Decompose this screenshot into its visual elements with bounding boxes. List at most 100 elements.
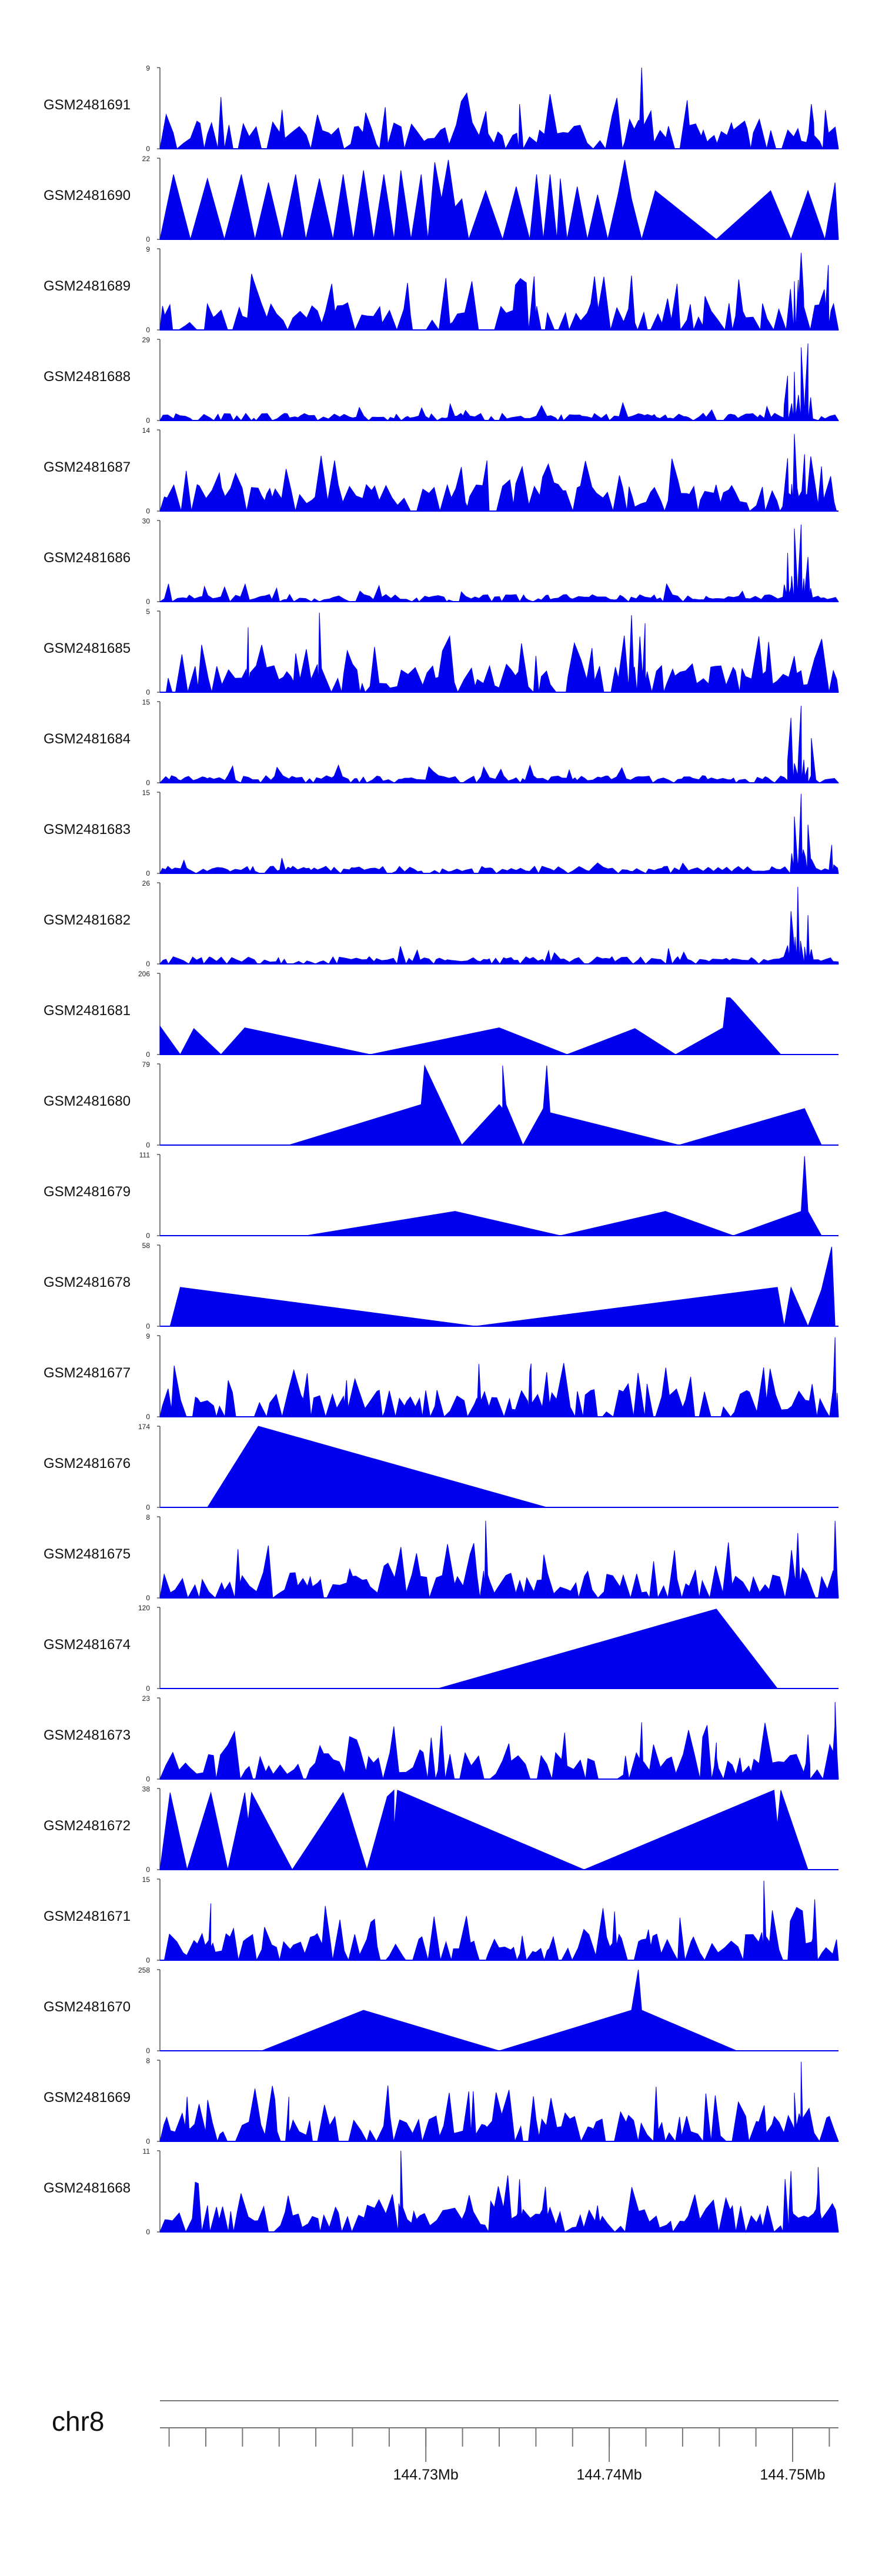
axis-ticks: 144.73Mb 144.74Mb 144.75Mb [168, 2428, 830, 2483]
y-max-label: 23 [142, 1694, 151, 1703]
coverage-area [159, 997, 782, 1055]
coverage-area [159, 1520, 839, 1599]
track-GSM2481691: GSM2481691 9 0 [44, 64, 839, 153]
y-max-label: 5 [146, 608, 150, 616]
track-label: GSM2481669 [44, 2090, 131, 2105]
coverage-area [206, 1426, 547, 1508]
track-label: GSM2481672 [44, 1818, 131, 1834]
track-label: GSM2481689 [44, 278, 131, 294]
track-label: GSM2481670 [44, 1999, 131, 2015]
y-min-label: 0 [146, 145, 150, 153]
y-min-label: 0 [146, 507, 150, 515]
track-label: GSM2481683 [44, 822, 131, 837]
coverage-area [306, 1156, 822, 1236]
coverage-area [261, 1969, 737, 2051]
coverage-area [159, 2061, 839, 2143]
y-max-label: 15 [142, 1876, 151, 1884]
track-label: GSM2481682 [44, 912, 131, 928]
track-GSM2481687: GSM2481687 14 0 [44, 426, 838, 515]
y-max-label: 206 [138, 970, 150, 978]
track-GSM2481676: GSM2481676 174 0 [44, 1423, 838, 1511]
y-min-label: 0 [146, 1503, 150, 1511]
track-GSM2481686: GSM2481686 30 0 [44, 517, 839, 606]
track-GSM2481672: GSM2481672 38 0 [44, 1785, 838, 1874]
track-GSM2481669: GSM2481669 8 0 [44, 2057, 839, 2145]
track-label: GSM2481688 [44, 369, 131, 385]
y-min-label: 0 [146, 688, 150, 696]
track-label: GSM2481680 [44, 1093, 131, 1109]
y-min-label: 0 [146, 1322, 150, 1330]
track-GSM2481682: GSM2481682 26 0 [44, 879, 839, 968]
track-GSM2481677: GSM2481677 9 0 [44, 1332, 839, 1421]
y-max-label: 9 [146, 245, 150, 253]
y-max-label: 15 [142, 698, 151, 706]
track-label: GSM2481678 [44, 1274, 131, 1290]
track-label: GSM2481691 [44, 97, 131, 113]
coverage-area [159, 252, 839, 331]
y-max-label: 8 [146, 2057, 150, 2065]
track-label: GSM2481673 [44, 1727, 131, 1743]
y-min-label: 0 [146, 1775, 150, 1783]
y-min-label: 0 [146, 326, 150, 334]
y-max-label: 29 [142, 336, 151, 344]
y-min-label: 0 [146, 1232, 150, 1240]
track-label: GSM2481675 [44, 1546, 131, 1562]
track-GSM2481671: GSM2481671 15 0 [44, 1876, 839, 1964]
track-label: GSM2481685 [44, 640, 131, 656]
chromosome-label: chr8 [52, 2406, 104, 2437]
y-min-label: 0 [146, 1413, 150, 1421]
coverage-area [159, 2150, 839, 2233]
track-label: GSM2481681 [44, 1003, 131, 1019]
y-min-label: 0 [146, 2047, 150, 2055]
y-max-label: 38 [142, 1785, 151, 1793]
y-max-label: 120 [138, 1604, 150, 1612]
track-GSM2481684: GSM2481684 15 0 [44, 698, 840, 787]
genome-axis: chr8 144.73Mb 144.74Mb 144.75Mb [52, 2400, 838, 2483]
coverage-area [159, 524, 839, 603]
coverage-area [159, 67, 839, 150]
track-label: GSM2481671 [44, 1908, 131, 1924]
track-GSM2481678: GSM2481678 58 0 [44, 1242, 838, 1330]
track-GSM2481689: GSM2481689 9 0 [44, 245, 839, 334]
y-min-label: 0 [146, 235, 150, 243]
tick-label: 144.74Mb [576, 2467, 642, 2483]
track-GSM2481681: GSM2481681 206 0 [44, 970, 838, 1059]
coverage-area [160, 1880, 839, 1961]
track-label: GSM2481679 [44, 1184, 131, 1200]
track-GSM2481674: GSM2481674 120 0 [44, 1604, 838, 1693]
track-label: GSM2481686 [44, 550, 131, 566]
y-max-label: 58 [142, 1242, 151, 1250]
y-min-label: 0 [146, 1594, 150, 1602]
track-GSM2481670: GSM2481670 258 0 [44, 1966, 838, 2055]
coverage-area [159, 1789, 808, 1871]
track-GSM2481688: GSM2481688 29 0 [44, 336, 839, 425]
coverage-area [159, 886, 839, 965]
y-max-label: 22 [142, 155, 151, 163]
track-label: GSM2481690 [44, 188, 131, 203]
y-min-label: 0 [146, 1866, 150, 1874]
coverage-area [159, 159, 839, 241]
coverage-area [159, 1337, 839, 1418]
y-max-label: 174 [138, 1423, 150, 1431]
coverage-area [160, 612, 839, 693]
coverage-area [437, 1609, 779, 1689]
y-min-label: 0 [146, 1141, 150, 1149]
coverage-area [159, 1701, 839, 1780]
tick-label: 144.73Mb [393, 2467, 459, 2483]
y-min-label: 0 [146, 1956, 150, 1964]
y-max-label: 111 [139, 1151, 151, 1159]
coverage-area [159, 705, 840, 784]
y-max-label: 8 [146, 1513, 150, 1521]
y-min-label: 0 [146, 2228, 150, 2236]
y-min-label: 0 [146, 960, 150, 968]
track-label: GSM2481684 [44, 731, 131, 747]
track-GSM2481683: GSM2481683 15 0 [44, 789, 839, 877]
track-GSM2481690: GSM2481690 22 0 [44, 155, 839, 243]
y-max-label: 26 [142, 879, 151, 887]
y-max-label: 15 [142, 789, 151, 797]
y-min-label: 0 [146, 1684, 150, 1693]
track-label: GSM2481674 [44, 1637, 131, 1653]
y-min-label: 0 [146, 779, 150, 787]
coverage-area [159, 793, 839, 875]
